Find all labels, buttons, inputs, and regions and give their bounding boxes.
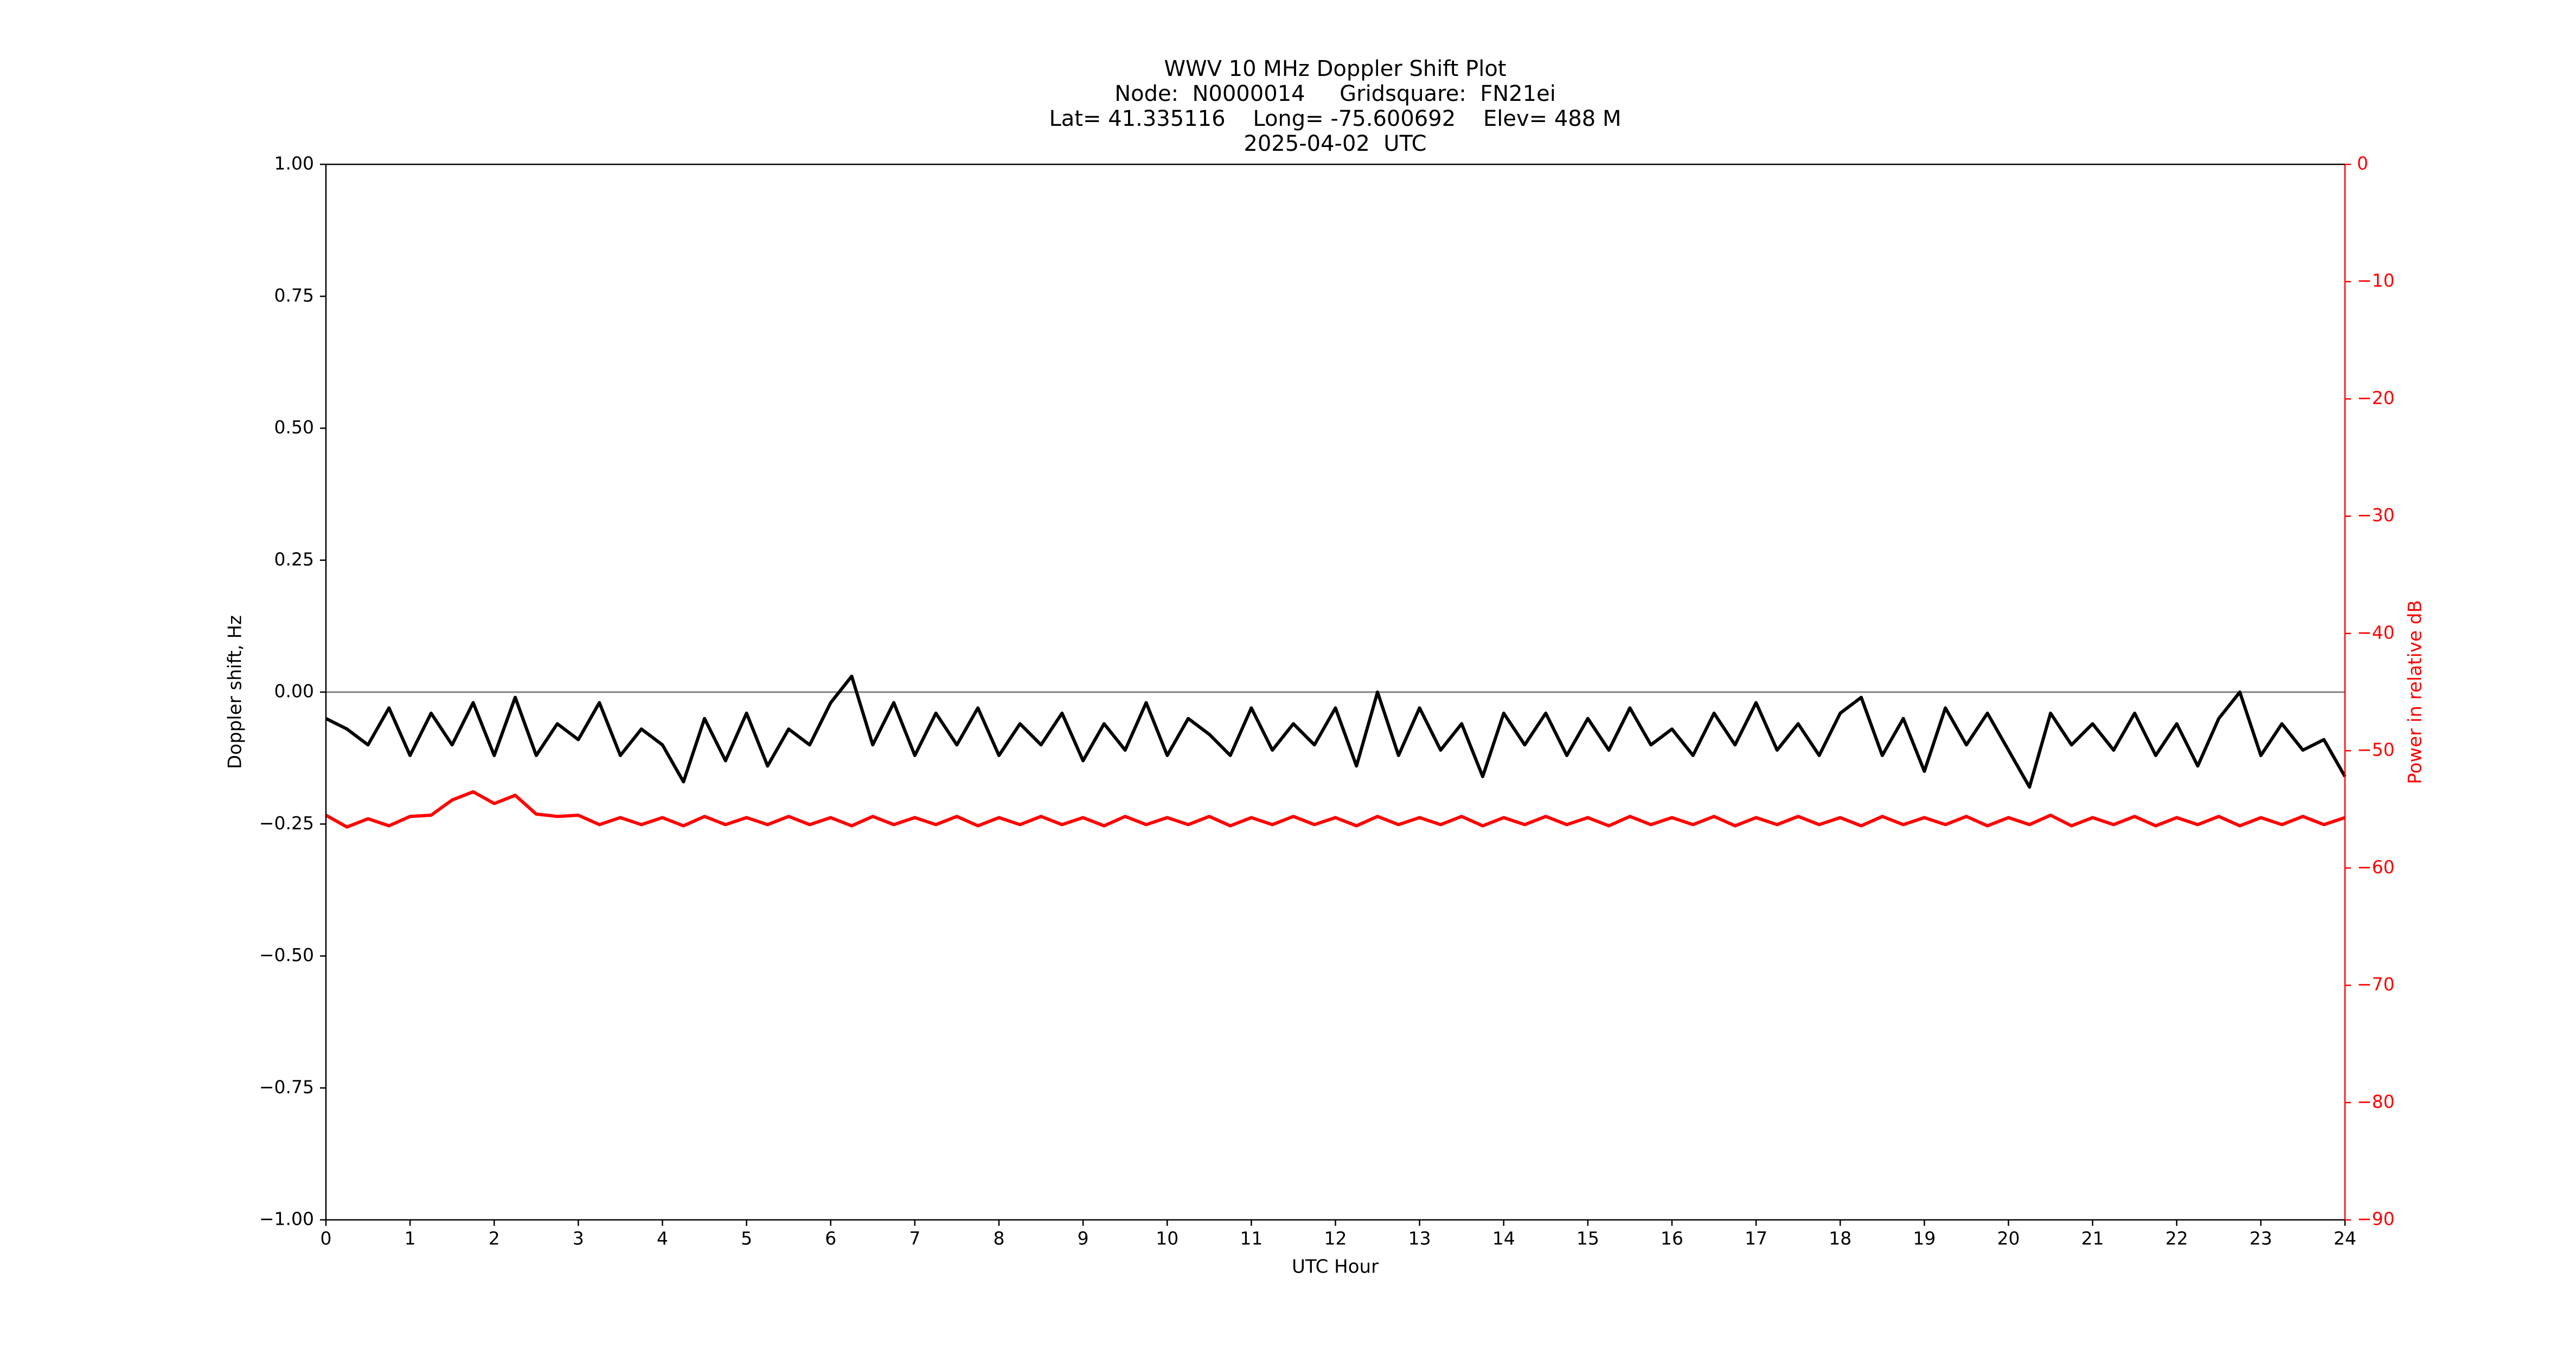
x-tick-label: 5 [741,1228,752,1249]
chart-subtitle: Node: N0000014 Gridsquare: FN21ei [1114,81,1556,106]
x-tick-label: 15 [1577,1228,1599,1249]
chart-title: WWV 10 MHz Doppler Shift Plot [1164,56,1506,81]
y-tick-label: 0.00 [274,681,314,702]
x-tick-label: 13 [1408,1228,1431,1249]
x-tick-label: 14 [1492,1228,1515,1249]
x-tick-label: 6 [825,1228,836,1249]
y-tick-label: 0.75 [274,285,314,306]
y2-tick-label: −10 [2357,270,2395,291]
x-tick-label: 12 [1324,1228,1347,1249]
x-tick-label: 3 [573,1228,584,1249]
y2-tick-label: −20 [2357,387,2395,408]
x-tick-label: 22 [2165,1228,2188,1249]
y2-tick-label: 0 [2357,153,2368,174]
x-tick-label: 1 [405,1228,416,1249]
x-tick-label: 18 [1829,1228,1851,1249]
chart-subtitle: 2025-04-02 UTC [1244,131,1426,156]
y-tick-label: 0.25 [274,548,314,570]
y2-tick-label: −70 [2357,974,2395,995]
y-tick-label: −0.25 [259,813,314,834]
y2-tick-label: −80 [2357,1091,2395,1112]
y-tick-label: −0.75 [259,1076,314,1097]
x-tick-label: 17 [1745,1228,1767,1249]
x-tick-label: 11 [1240,1228,1263,1249]
x-tick-label: 7 [909,1228,920,1249]
y-axis-label: Doppler shift, Hz [225,615,246,769]
x-tick-label: 2 [489,1228,500,1249]
y2-tick-label: −60 [2357,856,2395,878]
y-tick-label: −1.00 [259,1208,314,1230]
x-tick-label: 20 [1997,1228,2020,1249]
x-tick-label: 8 [994,1228,1005,1249]
data-line [325,674,2347,789]
y-tick-label: 1.00 [274,153,314,174]
x-tick-label: 4 [657,1228,668,1249]
y-tick-label: 0.50 [274,417,314,438]
x-tick-label: 9 [1078,1228,1089,1249]
x-tick-label: 16 [1661,1228,1683,1249]
x-axis-label: UTC Hour [1292,1256,1379,1278]
y2-axis-label: Power in relative dB [2405,600,2426,784]
x-tick-label: 0 [321,1228,332,1249]
x-tick-label: 23 [2250,1228,2272,1249]
x-tick-label: 10 [1156,1228,1178,1249]
y2-tick-label: −30 [2357,504,2395,526]
y-tick-label: −0.50 [259,944,314,965]
x-tick-label: 21 [2081,1228,2104,1249]
y2-tick-label: −90 [2357,1208,2395,1230]
y2-tick-label: −50 [2357,739,2395,760]
chart-subtitle: Lat= 41.335116 Long= -75.600692 Elev= 48… [1049,106,1622,131]
x-tick-label: 19 [1913,1228,1936,1249]
data-line [325,790,2346,829]
x-tick-label: 24 [2334,1228,2356,1249]
y2-tick-label: −40 [2357,622,2395,643]
